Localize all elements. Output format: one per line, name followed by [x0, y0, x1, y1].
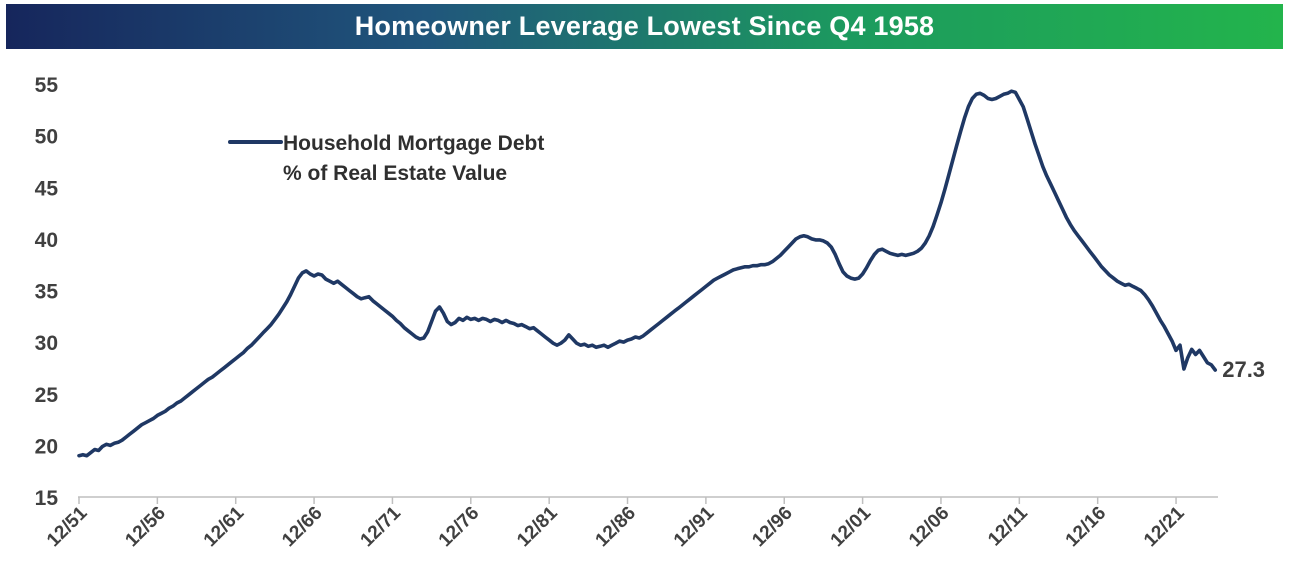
- legend-line-swatch: [228, 140, 283, 144]
- y-tick-label: 50: [35, 126, 58, 149]
- chart-title: Homeowner Leverage Lowest Since Q4 1958: [354, 11, 935, 41]
- legend: Household Mortgage Debt % of Real Estate…: [228, 129, 544, 189]
- x-tick-label: 12/01: [827, 502, 876, 551]
- debt-ratio-line: [77, 89, 1217, 458]
- y-tick-label: 40: [35, 229, 58, 252]
- x-tick-label: 12/06: [905, 503, 953, 551]
- x-tick-label: 12/16: [1062, 503, 1110, 551]
- x-tick-label: 12/21: [1140, 502, 1189, 551]
- y-tick-label: 25: [35, 384, 59, 407]
- y-tick-label: 45: [35, 177, 59, 200]
- legend-label: Household Mortgage Debt % of Real Estate…: [283, 129, 544, 189]
- x-tick-label: 12/61: [200, 502, 249, 551]
- y-tick-label: 55: [35, 74, 59, 97]
- last-value-label: 27.3: [1222, 357, 1266, 382]
- x-tick-label: 12/71: [357, 502, 406, 551]
- x-tick-label: 12/91: [670, 502, 719, 551]
- legend-label-line1: Household Mortgage Debt: [283, 132, 545, 155]
- x-tick-label: 12/96: [748, 503, 796, 551]
- y-tick-label: 15: [35, 487, 59, 510]
- x-tick-label: 12/81: [513, 502, 562, 551]
- x-tick-label: 12/11: [984, 502, 1032, 550]
- x-tick-label: 12/66: [278, 503, 326, 551]
- header-banner: Homeowner Leverage Lowest Since Q4 1958: [6, 4, 1283, 49]
- x-tick-label: 12/86: [592, 503, 640, 551]
- x-tick-label: 12/76: [435, 503, 483, 551]
- y-tick-label: 30: [35, 332, 58, 355]
- legend-label-line2: % of Real Estate Value: [283, 162, 508, 185]
- x-tick-label: 12/56: [121, 503, 169, 551]
- y-tick-label: 20: [35, 435, 58, 458]
- y-tick-label: 35: [35, 281, 59, 304]
